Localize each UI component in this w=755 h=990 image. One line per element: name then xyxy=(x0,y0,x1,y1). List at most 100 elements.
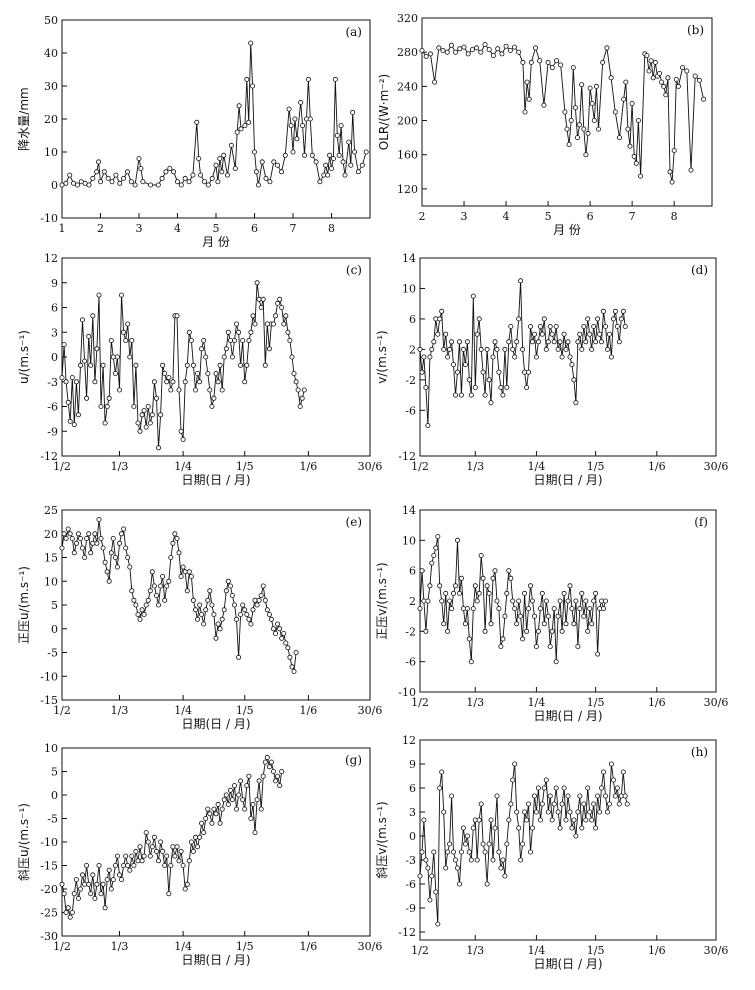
data-point xyxy=(589,817,595,823)
data-point xyxy=(535,628,541,634)
x-tick-label: 30/6 xyxy=(358,704,383,717)
data-point xyxy=(127,354,133,360)
data-point xyxy=(231,602,237,608)
data-point xyxy=(553,323,559,329)
data-point xyxy=(162,863,168,869)
data-point xyxy=(587,606,593,612)
data-point xyxy=(105,175,111,181)
data-point xyxy=(252,321,258,327)
data-point xyxy=(194,616,200,622)
data-point xyxy=(496,369,502,375)
data-point xyxy=(605,346,611,352)
data-point xyxy=(69,536,75,542)
data-point xyxy=(429,873,435,879)
series-line xyxy=(61,43,367,186)
x-axis-label: 日期(日 / 月) xyxy=(533,709,602,723)
data-point xyxy=(507,48,513,54)
data-point xyxy=(180,564,186,570)
data-point xyxy=(174,536,180,542)
data-point xyxy=(67,418,73,424)
data-point xyxy=(450,362,456,368)
data-point xyxy=(510,777,516,783)
x-tick-label: 30/6 xyxy=(704,696,729,709)
data-point xyxy=(440,48,446,54)
data-point xyxy=(98,891,104,897)
data-point xyxy=(579,825,585,831)
data-point xyxy=(478,553,484,559)
data-point xyxy=(482,42,488,48)
x-tick-label: 7 xyxy=(629,210,636,223)
data-point xyxy=(209,602,215,608)
data-point xyxy=(474,331,480,337)
data-point xyxy=(570,65,576,71)
data-point xyxy=(625,126,631,132)
data-point xyxy=(258,304,264,310)
data-point xyxy=(701,96,707,102)
data-point xyxy=(563,817,569,823)
data-point xyxy=(593,825,599,831)
x-tick-label: 5 xyxy=(213,222,220,235)
plot-frame xyxy=(419,739,717,941)
data-point xyxy=(530,598,536,604)
data-point xyxy=(258,593,264,599)
data-point xyxy=(233,806,239,812)
y-tick-label: -15 xyxy=(40,860,58,873)
data-point xyxy=(211,395,217,401)
data-point xyxy=(657,71,663,77)
data-point xyxy=(196,156,202,162)
y-tick-label: 2 xyxy=(409,595,416,608)
data-point xyxy=(250,607,256,613)
data-point xyxy=(462,841,468,847)
data-point xyxy=(281,631,287,637)
y-axis-label: 斜压u/(m.s⁻¹) xyxy=(17,803,31,881)
data-point xyxy=(443,331,449,337)
data-point xyxy=(585,130,591,136)
data-point xyxy=(186,329,192,335)
data-point xyxy=(423,384,429,390)
data-point xyxy=(151,834,157,840)
data-point xyxy=(644,53,650,59)
chart-panel-g: 1/2 1/3 1/4 1/5 1/6 30/6 -30 -25 -20 -15 -10 -5 0 5 10… xyxy=(17,742,382,967)
data-point xyxy=(133,362,139,368)
y-tick-label: 14 xyxy=(402,504,416,517)
data-point xyxy=(605,809,611,815)
data-point xyxy=(470,606,476,612)
data-point xyxy=(508,323,514,329)
data-point xyxy=(482,392,488,398)
data-point xyxy=(532,793,538,799)
data-point xyxy=(145,597,151,603)
data-point xyxy=(117,872,123,878)
data-point xyxy=(524,628,530,634)
data-point xyxy=(135,612,141,618)
y-tick-label: -2 xyxy=(405,625,416,638)
data-point xyxy=(533,45,539,51)
data-point xyxy=(203,816,209,822)
data-point xyxy=(294,136,300,142)
x-tick-label: 1/2 xyxy=(53,460,71,473)
data-point xyxy=(618,316,624,322)
data-point xyxy=(233,321,239,327)
y-tick-label: 2 xyxy=(409,343,416,356)
data-point xyxy=(577,606,583,612)
data-point xyxy=(443,865,449,871)
data-point xyxy=(516,49,522,55)
data-point xyxy=(256,296,262,302)
data-point xyxy=(543,598,549,604)
data-point xyxy=(476,590,482,596)
data-point xyxy=(264,321,270,327)
y-tick-label: 20 xyxy=(44,113,58,126)
data-point xyxy=(577,793,583,799)
y-tick-label: 12 xyxy=(44,252,58,265)
data-point xyxy=(591,118,597,124)
data-point xyxy=(236,792,242,798)
data-point xyxy=(585,785,591,791)
data-point xyxy=(348,162,354,168)
data-point xyxy=(238,126,244,132)
data-point xyxy=(526,606,532,612)
data-point xyxy=(601,308,607,314)
x-tick-label: 1/6 xyxy=(300,940,318,953)
x-axis-label: 日期(日 / 月) xyxy=(181,473,250,487)
x-tick-label: 6 xyxy=(587,210,594,223)
data-point xyxy=(166,375,172,381)
data-point xyxy=(225,329,231,335)
